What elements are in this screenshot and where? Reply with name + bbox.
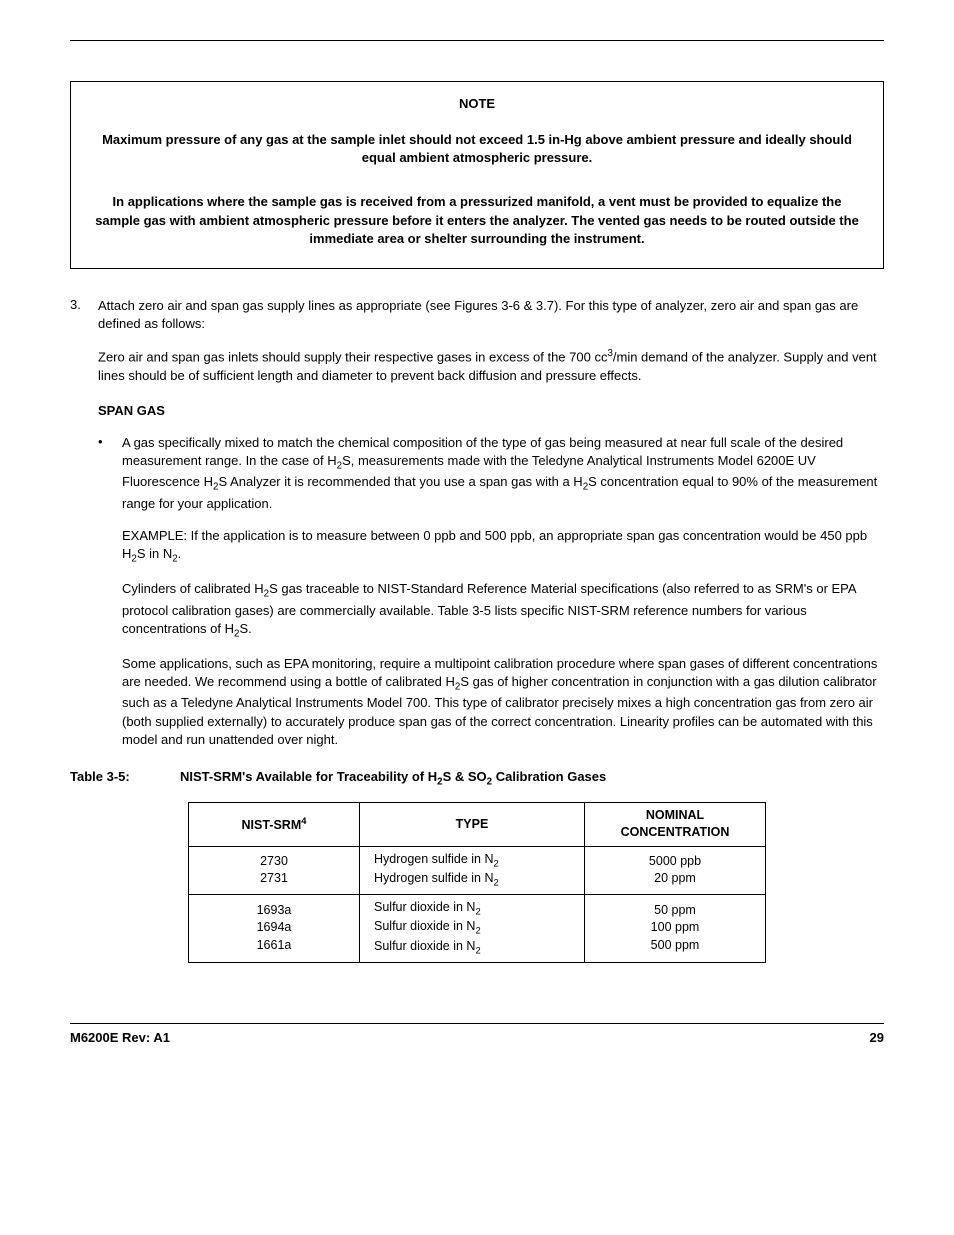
note-para-2: In applications where the sample gas is … (91, 193, 863, 248)
bullet-dot: • (98, 434, 122, 513)
table-row: 2730 2731 Hydrogen sulfide in N2 Hydroge… (189, 846, 766, 894)
zero-air-para: Zero air and span gas inlets should supp… (98, 347, 884, 385)
th-nist-srm: NIST-SRM4 (189, 802, 360, 846)
list-number: 3. (70, 297, 98, 333)
span-gas-example: EXAMPLE: If the application is to measur… (122, 527, 884, 566)
span-gas-cylinders: Cylinders of calibrated H2S gas traceabl… (122, 580, 884, 641)
table-row: 1693a 1694a 1661a Sulfur dioxide in N2 S… (189, 894, 766, 962)
th-concentration: NOMINAL CONCENTRATION (585, 802, 766, 846)
span-gas-heading: SPAN GAS (98, 403, 884, 418)
footer-page-number: 29 (870, 1030, 884, 1045)
note-box: NOTE Maximum pressure of any gas at the … (70, 81, 884, 269)
span-gas-multipoint: Some applications, such as EPA monitorin… (122, 655, 884, 749)
table-caption-text: NIST-SRM's Available for Traceability of… (180, 769, 606, 788)
top-rule (70, 40, 884, 41)
note-para-1: Maximum pressure of any gas at the sampl… (91, 131, 863, 167)
th-type: TYPE (360, 802, 585, 846)
span-gas-bullet: • A gas specifically mixed to match the … (98, 434, 884, 513)
nist-srm-table: NIST-SRM4 TYPE NOMINAL CONCENTRATION 273… (188, 802, 766, 963)
note-title: NOTE (91, 96, 863, 111)
page-footer: M6200E Rev: A1 29 (70, 1023, 884, 1045)
footer-left: M6200E Rev: A1 (70, 1030, 170, 1045)
table-caption-label: Table 3-5: (70, 769, 180, 788)
list-item-3: 3. Attach zero air and span gas supply l… (70, 297, 884, 333)
table-caption: Table 3-5: NIST-SRM's Available for Trac… (70, 769, 884, 788)
span-gas-bullet-text: A gas specifically mixed to match the ch… (122, 434, 884, 513)
list-text: Attach zero air and span gas supply line… (98, 297, 884, 333)
